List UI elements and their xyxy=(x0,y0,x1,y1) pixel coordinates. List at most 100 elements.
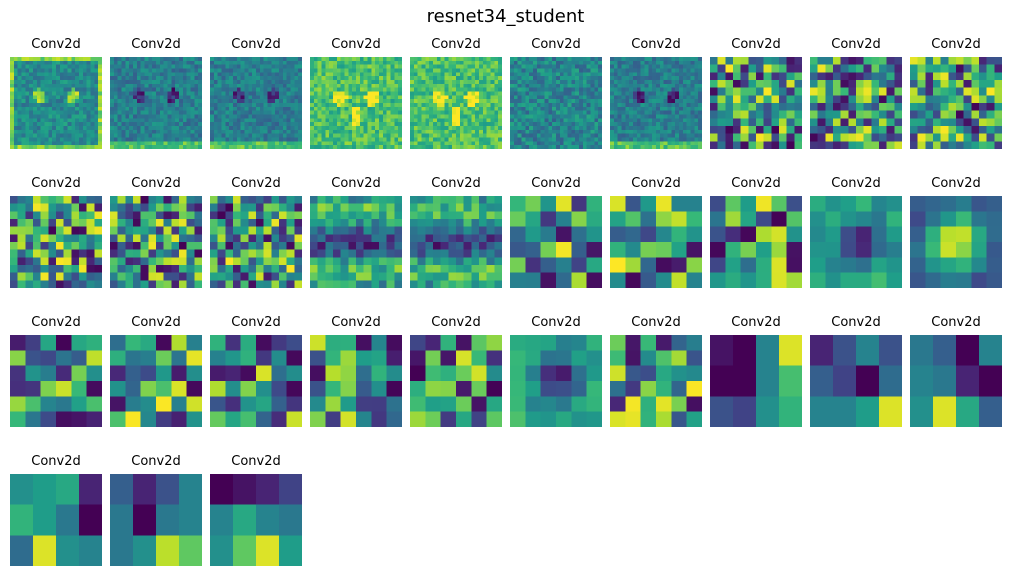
heatmap-cell xyxy=(144,122,149,127)
heatmap-cell xyxy=(44,57,49,62)
heatmap-cell xyxy=(648,137,653,142)
heatmap-cell xyxy=(910,110,919,119)
heatmap-cell xyxy=(540,137,545,142)
heatmap-cell xyxy=(467,57,472,62)
heatmap-cell xyxy=(63,60,68,66)
heatmap-cell xyxy=(279,91,284,96)
heatmap-cell xyxy=(675,76,680,81)
heatmap-cell xyxy=(171,133,176,138)
heatmap-cell xyxy=(621,145,626,149)
heatmap-cell xyxy=(121,137,126,142)
heatmap-cell xyxy=(444,103,449,108)
heatmap-cell xyxy=(267,60,272,66)
heatmap-cell xyxy=(217,91,222,96)
heatmap-cell xyxy=(248,76,253,81)
heatmap-cell xyxy=(621,64,626,69)
heatmap-cell xyxy=(159,133,165,138)
heatmap-cell xyxy=(525,137,530,142)
heatmap-cell xyxy=(267,126,272,131)
heatmap-cell xyxy=(94,242,102,251)
heatmap-cell xyxy=(348,211,357,220)
heatmap-cell xyxy=(521,137,526,142)
heatmap-cell xyxy=(786,64,795,73)
heatmap-cell xyxy=(40,242,49,251)
heatmap-cell xyxy=(694,118,699,123)
heatmap-cell xyxy=(413,126,419,131)
heatmap-cell xyxy=(363,72,368,77)
heatmap-cell xyxy=(179,211,188,220)
heatmap-cell xyxy=(336,87,342,92)
heatmap-cell xyxy=(659,103,665,108)
heatmap-cell xyxy=(13,57,19,62)
heatmap-cell xyxy=(279,106,284,112)
heatmap-cell xyxy=(498,145,502,149)
heatmap-cell xyxy=(125,122,130,127)
heatmap-cell xyxy=(633,122,638,127)
heatmap-cell xyxy=(271,234,280,243)
heatmap-cell xyxy=(390,60,395,66)
heatmap-cell xyxy=(763,80,772,89)
heatmap-cell xyxy=(375,137,380,142)
heatmap-cell xyxy=(40,64,45,69)
heatmap-cell xyxy=(394,72,399,77)
heatmap-cell xyxy=(582,122,588,127)
heatmap-cell xyxy=(148,226,157,235)
heatmap-cell xyxy=(48,91,53,96)
heatmap-cell xyxy=(44,114,49,119)
heatmap-cell xyxy=(582,145,588,149)
heatmap-cell xyxy=(140,196,149,205)
heatmap-cell xyxy=(136,83,142,89)
heatmap-cell xyxy=(279,57,284,62)
heatmap-cell xyxy=(236,64,242,69)
heatmap-cell xyxy=(182,83,188,89)
heatmap-cell xyxy=(48,87,53,92)
heatmap-cell xyxy=(259,141,265,146)
heatmap-cell xyxy=(148,280,157,288)
heatmap-cell xyxy=(436,64,442,69)
heatmap-cell xyxy=(986,87,995,96)
heatmap-cell xyxy=(644,106,649,112)
heatmap-cell xyxy=(17,219,26,228)
heatmap-cell xyxy=(113,83,119,89)
heatmap-cell xyxy=(656,91,661,96)
heatmap-cell xyxy=(410,91,415,96)
heatmap-cell xyxy=(179,80,184,85)
heatmap-cell xyxy=(398,129,402,135)
heatmap-cell xyxy=(140,265,149,274)
heatmap-cell xyxy=(129,80,134,85)
heatmap-cell xyxy=(59,126,65,131)
heatmap-cell xyxy=(486,99,491,104)
heatmap-cell xyxy=(371,57,376,62)
heatmap-cell xyxy=(348,122,353,127)
heatmap-cell xyxy=(667,80,672,85)
heatmap-cell xyxy=(36,145,42,149)
heatmap-cell xyxy=(871,103,880,112)
heatmap-cell xyxy=(190,145,195,149)
heatmap-cell xyxy=(48,234,57,243)
heatmap-cell xyxy=(479,60,484,66)
heatmap-cell xyxy=(179,249,188,258)
heatmap-cell xyxy=(582,129,588,135)
heatmap-cell xyxy=(710,64,719,73)
heatmap-cell xyxy=(579,72,584,77)
heatmap-cell xyxy=(710,110,719,119)
heatmap-cell xyxy=(613,106,619,112)
heatmap-cell xyxy=(252,64,257,69)
heatmap-cell xyxy=(333,99,338,104)
heatmap-cell xyxy=(29,122,34,127)
heatmap-cell xyxy=(494,87,499,92)
heatmap-cell xyxy=(156,219,165,228)
heatmap-cell xyxy=(329,68,334,73)
heatmap-cell xyxy=(63,137,68,142)
heatmap-cell xyxy=(467,110,472,115)
heatmap-cell xyxy=(698,118,702,123)
heatmap-cell xyxy=(659,64,665,69)
heatmap-cell xyxy=(340,60,345,66)
heatmap-cell xyxy=(86,87,91,92)
heatmap-cell xyxy=(286,118,291,123)
heatmap-cell xyxy=(282,137,288,142)
heatmap-cell xyxy=(567,106,572,112)
heatmap-cell xyxy=(225,242,234,251)
heatmap-cell xyxy=(667,106,672,112)
heatmap-cell xyxy=(286,91,291,96)
